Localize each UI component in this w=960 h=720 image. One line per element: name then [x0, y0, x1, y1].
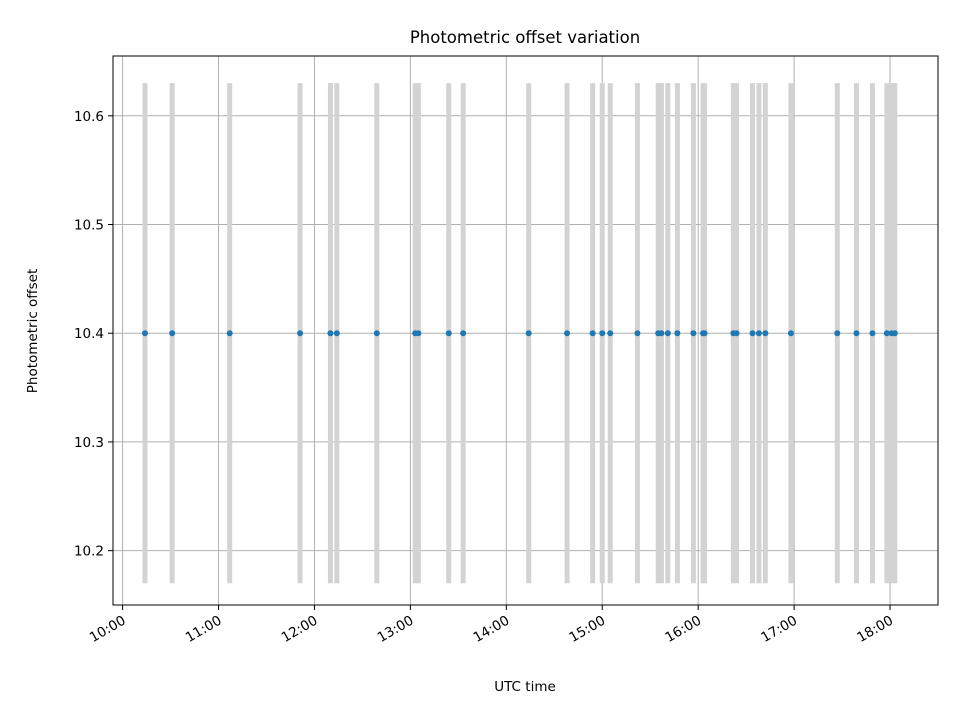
y-tick-label: 10.6: [74, 109, 104, 125]
data-point: [634, 330, 641, 337]
data-point: [658, 330, 665, 337]
data-point: [883, 330, 890, 337]
y-axis-ticks: 10.2 10.3 10.4 10.5 10.6: [74, 109, 113, 560]
data-point: [460, 330, 467, 337]
data-point: [690, 330, 697, 337]
data-point: [327, 330, 334, 337]
y-tick-label: 10.3: [74, 435, 104, 451]
data-point: [564, 330, 571, 337]
data-point: [599, 330, 606, 337]
y-tick-label: 10.2: [74, 544, 104, 560]
data-point: [733, 330, 740, 337]
data-point: [297, 330, 304, 337]
chart-title: Photometric offset variation: [410, 28, 640, 47]
data-point: [226, 330, 233, 337]
data-point: [333, 330, 340, 337]
data-point: [169, 330, 176, 337]
data-point: [834, 330, 841, 337]
plot-area: [113, 56, 938, 605]
data-point: [787, 330, 794, 337]
x-axis-label: UTC time: [494, 679, 556, 695]
data-point: [141, 330, 148, 337]
y-tick-label: 10.5: [74, 218, 104, 234]
data-point: [701, 330, 708, 337]
data-points: [141, 330, 898, 337]
y-tick-label: 10.4: [74, 326, 104, 342]
data-point: [891, 330, 898, 337]
data-point: [869, 330, 876, 337]
data-point: [445, 330, 452, 337]
data-point: [525, 330, 532, 337]
data-point: [749, 330, 756, 337]
data-point: [589, 330, 596, 337]
data-point: [755, 330, 762, 337]
data-point: [664, 330, 671, 337]
plot-frame: [112, 55, 939, 606]
y-axis-label: Photometric offset: [25, 269, 41, 393]
data-point: [762, 330, 769, 337]
data-point: [415, 330, 422, 337]
data-point: [373, 330, 380, 337]
data-point: [607, 330, 614, 337]
data-point: [674, 330, 681, 337]
data-point: [853, 330, 860, 337]
